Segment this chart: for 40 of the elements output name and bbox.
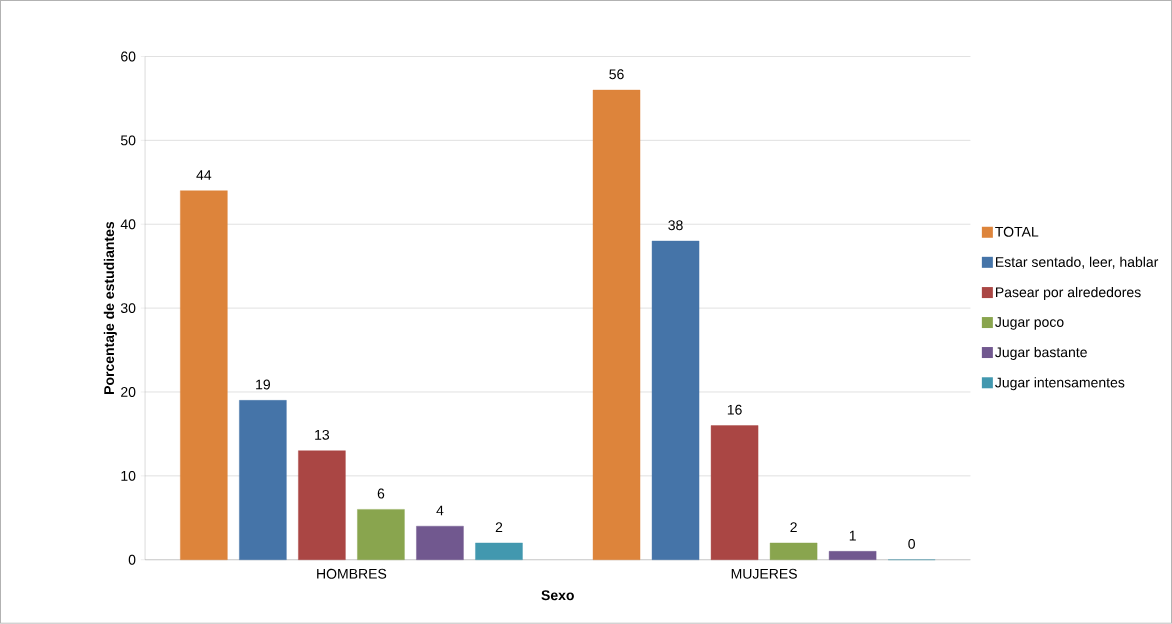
x-axis-title: Sexo	[541, 590, 574, 601]
bar	[357, 509, 405, 561]
data-label: 38	[668, 220, 683, 231]
legend-label: Jugar intensamentes	[995, 377, 1125, 391]
bar	[828, 551, 877, 561]
legend-label: Jugar poco	[995, 317, 1064, 330]
data-label: 16	[727, 404, 742, 415]
y-tick-label: 40	[120, 219, 136, 230]
y-tick-label: 10	[121, 471, 136, 481]
data-label: 1	[849, 530, 856, 541]
data-label: 19	[256, 379, 270, 390]
y-tick-label: 30	[120, 303, 136, 314]
x-tick-label: HOMBRES	[317, 568, 387, 579]
data-label: 6	[377, 488, 385, 499]
data-label: 2	[495, 522, 503, 533]
data-label: 2	[790, 522, 797, 533]
y-axis-title: Porcentaje de estudiantes	[103, 222, 117, 395]
bar	[475, 542, 523, 561]
bar	[180, 190, 228, 561]
data-label: 44	[196, 170, 212, 180]
legend-label: TOTAL	[995, 226, 1039, 237]
bar	[298, 450, 346, 561]
y-tick-label: 0	[128, 554, 136, 565]
bar	[592, 89, 641, 561]
bar	[239, 400, 287, 561]
y-tick-label: 60	[121, 51, 136, 62]
data-label: 4	[436, 505, 444, 516]
legend-label: Estar sentado, leer, hablar	[996, 256, 1159, 269]
bar	[769, 542, 818, 561]
data-label: 56	[609, 69, 624, 80]
data-label: 0	[908, 539, 915, 549]
legend-label: Pasear por alrededores	[996, 287, 1141, 301]
data-label: 13	[315, 430, 330, 440]
legend-label: Jugar bastante	[995, 347, 1087, 361]
bar	[416, 526, 464, 561]
y-tick-label: 50	[120, 135, 136, 146]
bar	[651, 240, 700, 561]
y-tick-label: 20	[121, 387, 136, 398]
x-tick-label: MUJERES	[731, 568, 797, 579]
bar	[710, 425, 759, 561]
